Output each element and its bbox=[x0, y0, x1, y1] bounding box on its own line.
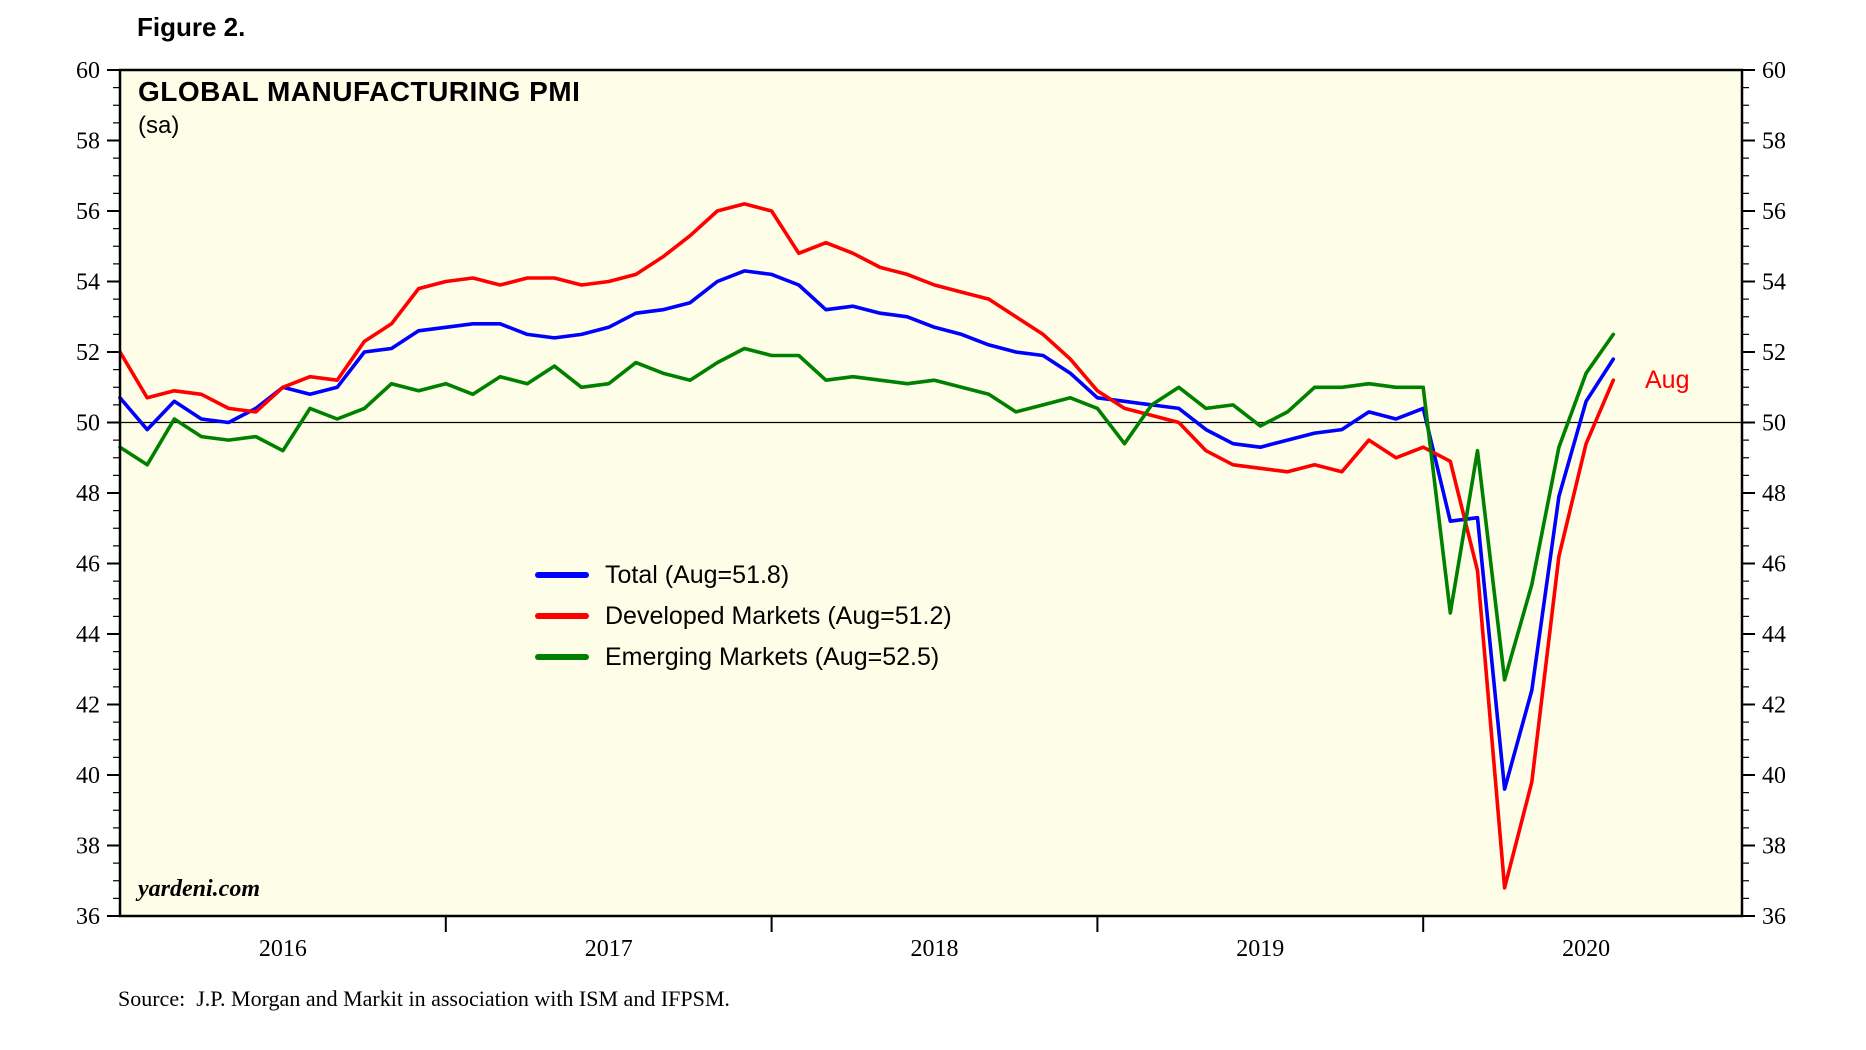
y-axis-tick-label: 60 bbox=[76, 58, 100, 84]
source-text: Source: J.P. Morgan and Markit in associ… bbox=[118, 986, 730, 1011]
chart-subtitle: (sa) bbox=[138, 112, 180, 139]
y-axis-tick-label: 50 bbox=[1762, 411, 1786, 437]
y-axis-tick-label: 44 bbox=[76, 622, 100, 648]
legend-label-developed-markets: Developed Markets (Aug=51.2) bbox=[605, 601, 952, 630]
emerging-markets-line bbox=[118, 332, 1616, 682]
legend-item-total: Total (Aug=51.8) bbox=[535, 560, 952, 590]
y-axis-tick-label: 36 bbox=[1762, 904, 1786, 930]
y-axis-tick-label: 54 bbox=[1762, 270, 1786, 296]
x-axis-year-label: 2020 bbox=[1562, 936, 1610, 962]
y-axis-tick-label: 54 bbox=[76, 270, 100, 296]
y-axis-tick-label: 44 bbox=[1762, 622, 1786, 648]
y-axis-tick-label: 58 bbox=[76, 129, 100, 155]
y-axis-tick-label: 38 bbox=[1762, 834, 1786, 860]
developed-markets-line-swatch bbox=[535, 613, 589, 619]
plot-frame bbox=[118, 68, 1744, 918]
aug-annotation: Aug bbox=[1645, 366, 1690, 394]
y-axis-tick-label: 38 bbox=[76, 834, 100, 860]
figure-label: Figure 2. bbox=[137, 12, 246, 42]
x-axis-year-label: 2019 bbox=[1236, 936, 1284, 962]
x-axis-year-label: 2016 bbox=[259, 936, 307, 962]
chart-title: GLOBAL MANUFACTURING PMI bbox=[138, 76, 581, 107]
legend-label-emerging-markets: Emerging Markets (Aug=52.5) bbox=[605, 642, 940, 671]
x-axis-year-label: 2017 bbox=[585, 936, 633, 962]
x-axis-year-label: 2018 bbox=[911, 936, 959, 962]
y-axis-tick-label: 48 bbox=[1762, 481, 1786, 507]
y-axis-tick-label: 48 bbox=[76, 481, 100, 507]
y-axis-tick-label: 52 bbox=[1762, 340, 1786, 366]
y-axis-tick-label: 56 bbox=[1762, 199, 1786, 225]
legend-label-total: Total (Aug=51.8) bbox=[605, 560, 790, 589]
y-axis-tick-label: 52 bbox=[76, 340, 100, 366]
legend-item-developed-markets: Developed Markets (Aug=51.2) bbox=[535, 601, 952, 631]
y-axis-tick-label: 40 bbox=[1762, 763, 1786, 789]
y-axis-tick-label: 42 bbox=[1762, 693, 1786, 719]
y-axis-tick-label: 58 bbox=[1762, 129, 1786, 155]
y-axis-tick-label: 60 bbox=[1762, 58, 1786, 84]
y-axis-tick-label: 36 bbox=[76, 904, 100, 930]
legend: Total (Aug=51.8) Developed Markets (Aug=… bbox=[535, 560, 952, 683]
total-line bbox=[118, 269, 1616, 791]
y-axis-tick-label: 46 bbox=[76, 552, 100, 578]
yardeni-watermark: yardeni.com bbox=[138, 876, 260, 902]
y-axis-tick-label: 46 bbox=[1762, 552, 1786, 578]
total-line-swatch bbox=[535, 572, 589, 578]
y-axis-tick-label: 56 bbox=[76, 199, 100, 225]
legend-item-emerging-markets: Emerging Markets (Aug=52.5) bbox=[535, 642, 952, 672]
developed-markets-line bbox=[118, 202, 1616, 890]
plot-area bbox=[120, 70, 1742, 916]
y-axis-tick-label: 40 bbox=[76, 763, 100, 789]
y-axis-tick-label: 42 bbox=[76, 693, 100, 719]
y-axis-tick-label: 50 bbox=[76, 411, 100, 437]
emerging-markets-line-swatch bbox=[535, 654, 589, 660]
